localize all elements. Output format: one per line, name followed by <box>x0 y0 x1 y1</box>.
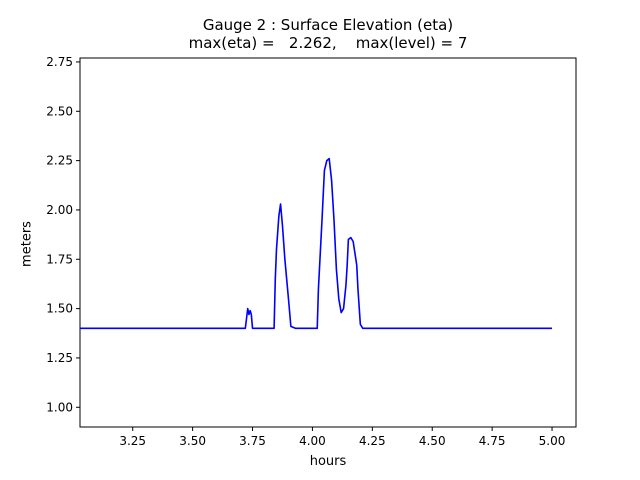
y-axis-label: meters <box>19 221 35 267</box>
x-tick-label: 3.25 <box>119 434 146 448</box>
plot-area-frame <box>79 57 577 428</box>
series-lines <box>80 157 553 330</box>
y-tick-label: 2.25 <box>46 154 73 168</box>
y-tick-label: 1.25 <box>46 351 73 365</box>
x-axis-label: hours <box>309 454 347 469</box>
y-tick-label: 2.00 <box>46 203 73 217</box>
x-tick-label: 4.50 <box>419 434 446 448</box>
x-tick-label: 3.75 <box>239 434 266 448</box>
y-tick-label: 1.00 <box>46 400 73 414</box>
axis-ticks: 3.25 3.50 3.75 4.00 4.25 4.50 4.75 5.00 1.00 1.25… <box>46 55 565 448</box>
x-tick-label: 4.00 <box>299 434 326 448</box>
y-tick-label: 2.50 <box>46 104 73 118</box>
y-tick-label: 1.75 <box>46 252 73 266</box>
x-tick-label: 5.00 <box>539 434 566 448</box>
chart-title: Gauge 2 : Surface Elevation (eta) <box>202 16 454 34</box>
chart-subtitle: max(eta) = 2.262, max(level) = 7 <box>188 34 468 52</box>
x-tick-label: 3.50 <box>179 434 206 448</box>
y-tick-label: 1.50 <box>46 302 73 316</box>
x-tick-label: 4.25 <box>359 434 386 448</box>
y-tick-label: 2.75 <box>46 55 73 69</box>
series-line <box>80 157 553 330</box>
x-tick-label: 4.75 <box>479 434 506 448</box>
